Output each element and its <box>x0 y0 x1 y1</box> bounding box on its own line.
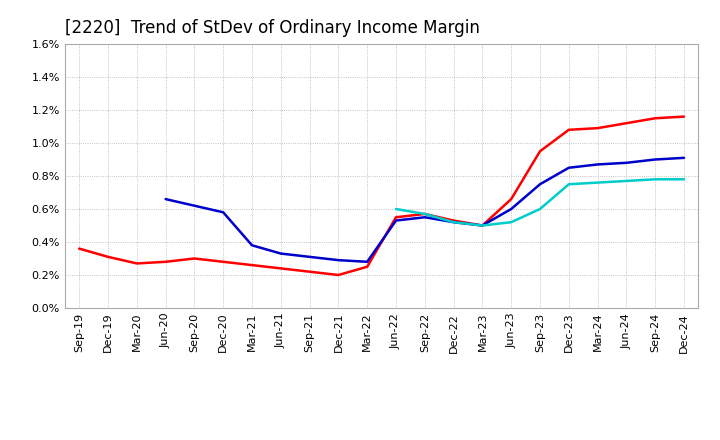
3 Years <box>651 116 660 121</box>
5 Years <box>449 220 458 225</box>
7 Years <box>593 180 602 185</box>
3 Years <box>564 127 573 132</box>
3 Years <box>190 256 199 261</box>
3 Years <box>622 121 631 126</box>
7 Years <box>420 211 429 216</box>
7 Years <box>449 220 458 225</box>
3 Years <box>305 269 314 275</box>
5 Years <box>334 257 343 263</box>
3 Years <box>334 272 343 278</box>
5 Years <box>420 215 429 220</box>
7 Years <box>536 206 544 212</box>
7 Years <box>680 176 688 182</box>
3 Years <box>276 266 285 271</box>
3 Years <box>680 114 688 119</box>
5 Years <box>593 162 602 167</box>
3 Years <box>593 125 602 131</box>
5 Years <box>363 259 372 264</box>
5 Years <box>507 206 516 212</box>
7 Years <box>392 206 400 212</box>
Line: 7 Years: 7 Years <box>396 180 684 225</box>
5 Years <box>161 196 170 202</box>
5 Years <box>536 182 544 187</box>
Line: 3 Years: 3 Years <box>79 117 684 275</box>
5 Years <box>564 165 573 170</box>
Text: [2220]  Trend of StDev of Ordinary Income Margin: [2220] Trend of StDev of Ordinary Income… <box>65 19 480 37</box>
3 Years <box>536 149 544 154</box>
3 Years <box>449 218 458 223</box>
5 Years <box>248 243 256 248</box>
3 Years <box>132 261 141 266</box>
5 Years <box>190 203 199 209</box>
7 Years <box>651 176 660 182</box>
5 Years <box>392 218 400 223</box>
3 Years <box>392 215 400 220</box>
5 Years <box>478 223 487 228</box>
5 Years <box>219 210 228 215</box>
3 Years <box>104 254 112 260</box>
3 Years <box>161 259 170 264</box>
3 Years <box>507 196 516 202</box>
7 Years <box>622 178 631 183</box>
3 Years <box>420 211 429 216</box>
Line: 5 Years: 5 Years <box>166 158 684 262</box>
3 Years <box>478 223 487 228</box>
5 Years <box>305 254 314 260</box>
5 Years <box>622 160 631 165</box>
3 Years <box>219 259 228 264</box>
3 Years <box>363 264 372 269</box>
3 Years <box>248 262 256 268</box>
5 Years <box>651 157 660 162</box>
7 Years <box>478 223 487 228</box>
7 Years <box>507 220 516 225</box>
7 Years <box>564 182 573 187</box>
5 Years <box>276 251 285 256</box>
3 Years <box>75 246 84 251</box>
5 Years <box>680 155 688 161</box>
